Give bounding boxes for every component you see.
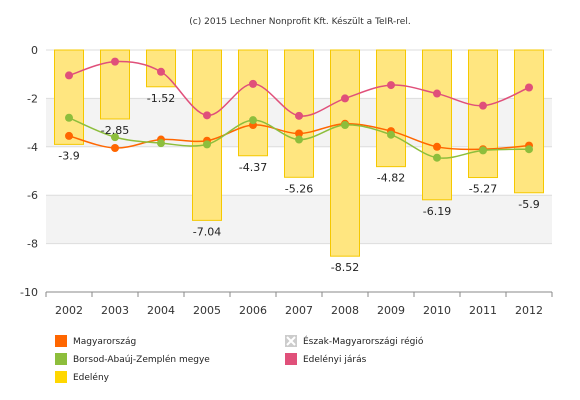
legend-label: Edelényi járás — [303, 354, 367, 365]
legend-label: Észak-Magyarországi régió — [303, 335, 424, 347]
bar — [238, 49, 268, 157]
x-tick-label: 2002 — [55, 304, 83, 317]
series-point — [433, 153, 441, 162]
bar — [54, 49, 84, 145]
bar-data-label: -7.04 — [193, 225, 221, 238]
y-tick-label: -10 — [20, 286, 38, 299]
x-tick-label: 2011 — [469, 304, 497, 317]
x-tick-label: 2008 — [331, 304, 359, 317]
series-point — [111, 57, 119, 66]
axes: 0 -2 -4 -6 -8 -10 2002 2003 2004 2005 2006 2007 2008… — [20, 44, 553, 317]
series-point — [479, 101, 487, 110]
series-point — [203, 111, 211, 120]
bar-data-label: -5.27 — [469, 183, 497, 196]
x-tick-label: 2007 — [285, 304, 313, 317]
bar — [192, 49, 222, 221]
chart-credit: (c) 2015 Lechner Nonprofit Kft. Készült … — [189, 16, 410, 27]
series-point — [479, 146, 487, 155]
bar-data-label: -5.9 — [518, 198, 539, 211]
line-series — [65, 57, 533, 162]
series-point — [387, 81, 395, 90]
series-point — [249, 116, 257, 125]
series-point — [433, 142, 441, 151]
legend-swatch — [55, 335, 67, 347]
series-point — [65, 131, 73, 140]
plot-band — [46, 243, 552, 292]
series-point — [295, 111, 303, 120]
x-tick-label: 2010 — [423, 304, 451, 317]
x-tick-label: 2006 — [239, 304, 267, 317]
y-tick-label: -8 — [27, 238, 38, 251]
series-point — [295, 135, 303, 144]
series-point — [249, 79, 257, 88]
bar — [330, 49, 360, 257]
close-icon — [286, 336, 296, 346]
series-point — [111, 144, 119, 153]
plot-band — [46, 195, 552, 244]
x-tick-label: 2003 — [101, 304, 129, 317]
series-point — [525, 145, 533, 154]
y-tick-label: -4 — [27, 141, 38, 154]
y-tick-label: -2 — [27, 92, 38, 105]
series-point — [157, 139, 165, 148]
x-tick-label: 2009 — [377, 304, 405, 317]
legend-item: Magyarország — [55, 335, 136, 347]
legend-item: Borsod-Abaúj-Zemplén megye — [55, 353, 210, 365]
y-tick-label: 0 — [31, 44, 38, 57]
series-point — [203, 140, 211, 149]
series-point — [111, 133, 119, 142]
x-tick-label: 2005 — [193, 304, 221, 317]
bar — [514, 49, 544, 194]
bar-data-label: -6.19 — [423, 205, 451, 218]
series-point — [433, 89, 441, 98]
legend-label: Magyarország — [73, 337, 136, 347]
series-point — [65, 113, 73, 122]
bar — [468, 49, 498, 179]
bar-data-label: -4.82 — [377, 172, 405, 185]
series-point — [65, 71, 73, 80]
legend-item: Edelényi járás — [285, 353, 367, 365]
legend-label: Borsod-Abaúj-Zemplén megye — [73, 354, 210, 365]
x-tick-label: 2012 — [515, 304, 543, 317]
bar-series — [54, 49, 544, 257]
bar-data-label: -5.26 — [285, 182, 313, 195]
data-labels: -3.9 -2.85 -1.52 -7.04 -4.37 -5.26 -8.52 -4.82 -… — [58, 92, 539, 274]
series-point — [387, 130, 395, 139]
legend-swatch — [55, 353, 67, 365]
series-point — [157, 67, 165, 76]
series-point — [295, 129, 303, 138]
legend-swatch — [55, 371, 67, 383]
legend-label: Edelény — [73, 372, 110, 383]
series-point — [341, 94, 349, 103]
bar-data-label: -8.52 — [331, 261, 359, 274]
legend-item: Edelény — [55, 371, 110, 383]
bar-data-label: -2.85 — [101, 124, 129, 137]
bar — [422, 49, 452, 201]
series-point — [341, 121, 349, 130]
bar — [376, 49, 406, 168]
x-tick-label: 2004 — [147, 304, 175, 317]
bar-data-label: -1.52 — [147, 92, 175, 105]
series-point — [525, 83, 533, 92]
y-tick-label: -6 — [27, 189, 38, 202]
bar — [284, 49, 314, 178]
legend-item: Észak-Magyarországi régió — [285, 335, 424, 347]
bar-data-label: -3.9 — [58, 149, 79, 162]
legend: Magyarország Észak-Magyarországi régió Bor… — [55, 335, 424, 383]
legend-swatch — [285, 353, 297, 365]
bar-data-label: -4.37 — [239, 161, 267, 174]
